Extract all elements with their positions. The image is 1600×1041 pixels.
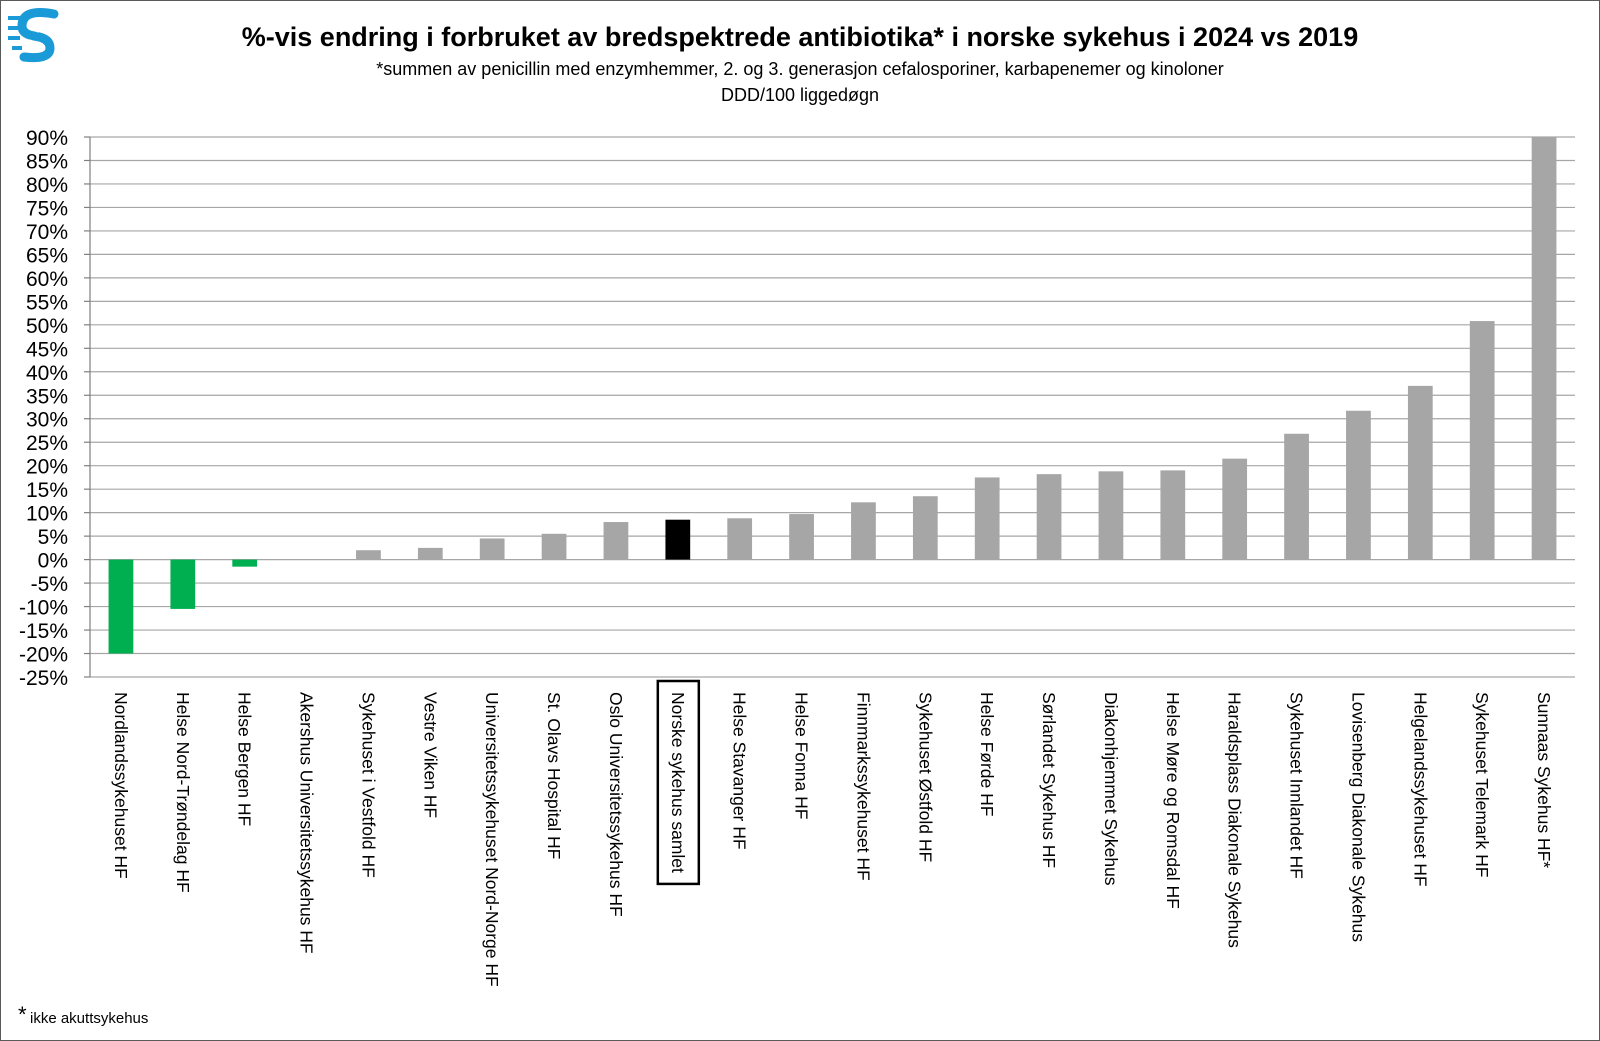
y-tick-label: 25% (26, 432, 68, 455)
y-tick-label: 20% (26, 456, 68, 479)
x-tick-label: Sykehuset Innlandet HF (1287, 692, 1307, 879)
bar (108, 559, 134, 654)
x-tick-label: Sunnaas Sykehus HF* (1534, 692, 1554, 868)
y-tick-label: 75% (26, 197, 68, 220)
footnote: * ikke akuttsykehus (18, 1002, 148, 1027)
x-tick-label: Sørlandet Sykehus HF (1039, 692, 1059, 868)
y-tick-label: 70% (26, 221, 68, 244)
y-tick-label: 15% (26, 479, 68, 502)
x-tick-label: Sykehuset i Vestfold HF (358, 692, 378, 878)
x-tick-label: Helse Fonna HF (792, 692, 812, 819)
bar (665, 519, 691, 560)
x-tick-label: Helse Nord-Trøndelag HF (173, 692, 193, 893)
y-tick-label: 85% (26, 150, 68, 173)
y-tick-label: 35% (26, 385, 68, 408)
y-tick-label: 40% (26, 362, 68, 385)
bar (356, 550, 381, 560)
y-tick-label: -10% (19, 597, 68, 620)
x-tick-label: Helgelandssykehuset HF (1410, 692, 1430, 887)
y-tick-label: 0% (38, 550, 68, 573)
bar (1036, 474, 1062, 560)
x-tick-label: St. Olavs Hospital HF (544, 692, 564, 859)
x-tick-label: Akershus Universitetssykehus HF (297, 692, 317, 954)
highlight-label-box (656, 679, 701, 886)
footnote-marker: * (18, 1002, 27, 1027)
x-tick-label: Helse Bergen HF (235, 692, 255, 826)
x-tick-label: Helse Førde HF (977, 692, 997, 816)
y-tick-label: 55% (26, 291, 68, 314)
x-tick-label: Oslo Universitetssykehus HF (606, 692, 626, 917)
y-axis-unit-label: DDD/100 liggedøgn (721, 85, 879, 105)
y-tick-label: -5% (31, 573, 68, 596)
y-tick-label: 30% (26, 409, 68, 432)
x-tick-label: Helse Stavanger HF (730, 692, 750, 850)
x-tick-label: Sykehuset Telemark HF (1472, 692, 1492, 877)
x-tick-label: Norske sykehus samlet (668, 692, 688, 873)
y-tick-label: 50% (26, 315, 68, 338)
y-tick-label: 80% (26, 174, 68, 197)
bar (1284, 433, 1309, 560)
bar (603, 522, 629, 560)
x-axis-labels: Nordlandssykehuset HF Helse Nord-Trøndela… (111, 679, 1554, 987)
x-tick-label: Universitetssykehuset Nord-Norge HF (482, 692, 502, 987)
chart-subtitle: *summen av penicillin med enzymhemmer, 2… (376, 59, 1223, 79)
letter-s-logo-icon (8, 8, 59, 63)
gridlines (90, 136, 1575, 678)
y-tick-label: 45% (26, 338, 68, 361)
y-tick-label: -15% (19, 620, 68, 643)
y-axis-ticks: -25%-20%-15%-10%-5%0%5%10%15%20%25%30%35… (19, 127, 90, 690)
x-tick-label: Vestre Viken HF (420, 692, 440, 818)
bar (541, 533, 567, 560)
y-tick-label: 60% (26, 268, 68, 291)
x-tick-label: Haraldsplass Diakonale Sykehus (1225, 692, 1245, 948)
x-tick-label: Finnmarkssykehuset HF (853, 692, 873, 881)
bar (912, 496, 938, 560)
y-tick-label: 5% (38, 526, 68, 549)
bar (974, 477, 1000, 560)
bar (1346, 410, 1371, 560)
bar (232, 559, 258, 567)
y-tick-label: -20% (19, 644, 68, 667)
y-tick-label: 90% (26, 127, 68, 150)
bar (1160, 470, 1186, 560)
footnote-text: ikke akuttsykehus (30, 1010, 148, 1027)
y-tick-label: 10% (26, 503, 68, 526)
bar (479, 538, 505, 560)
bar (417, 547, 443, 560)
bar (1407, 385, 1433, 560)
bar (851, 502, 876, 560)
chart-title: %-vis endring i forbruket av bredspektre… (242, 22, 1358, 52)
x-tick-label: Sykehuset Østfold HF (915, 692, 935, 862)
bar (1098, 471, 1124, 560)
x-tick-label: Diakonhjemmet Sykehus (1101, 692, 1121, 886)
y-tick-label: -25% (19, 667, 68, 690)
bar (1222, 458, 1248, 560)
bar (1531, 137, 1557, 560)
bar (789, 514, 814, 560)
x-tick-label: Lovisenberg Diakonale Sykehus (1348, 692, 1368, 942)
bar (727, 518, 753, 560)
bars (108, 137, 1557, 654)
x-tick-label: Helse Møre og Romsdal HF (1163, 692, 1183, 909)
x-tick-label: Nordlandssykehuset HF (111, 692, 131, 879)
bar (170, 559, 196, 609)
bar (1469, 321, 1495, 560)
y-tick-label: 65% (26, 244, 68, 267)
